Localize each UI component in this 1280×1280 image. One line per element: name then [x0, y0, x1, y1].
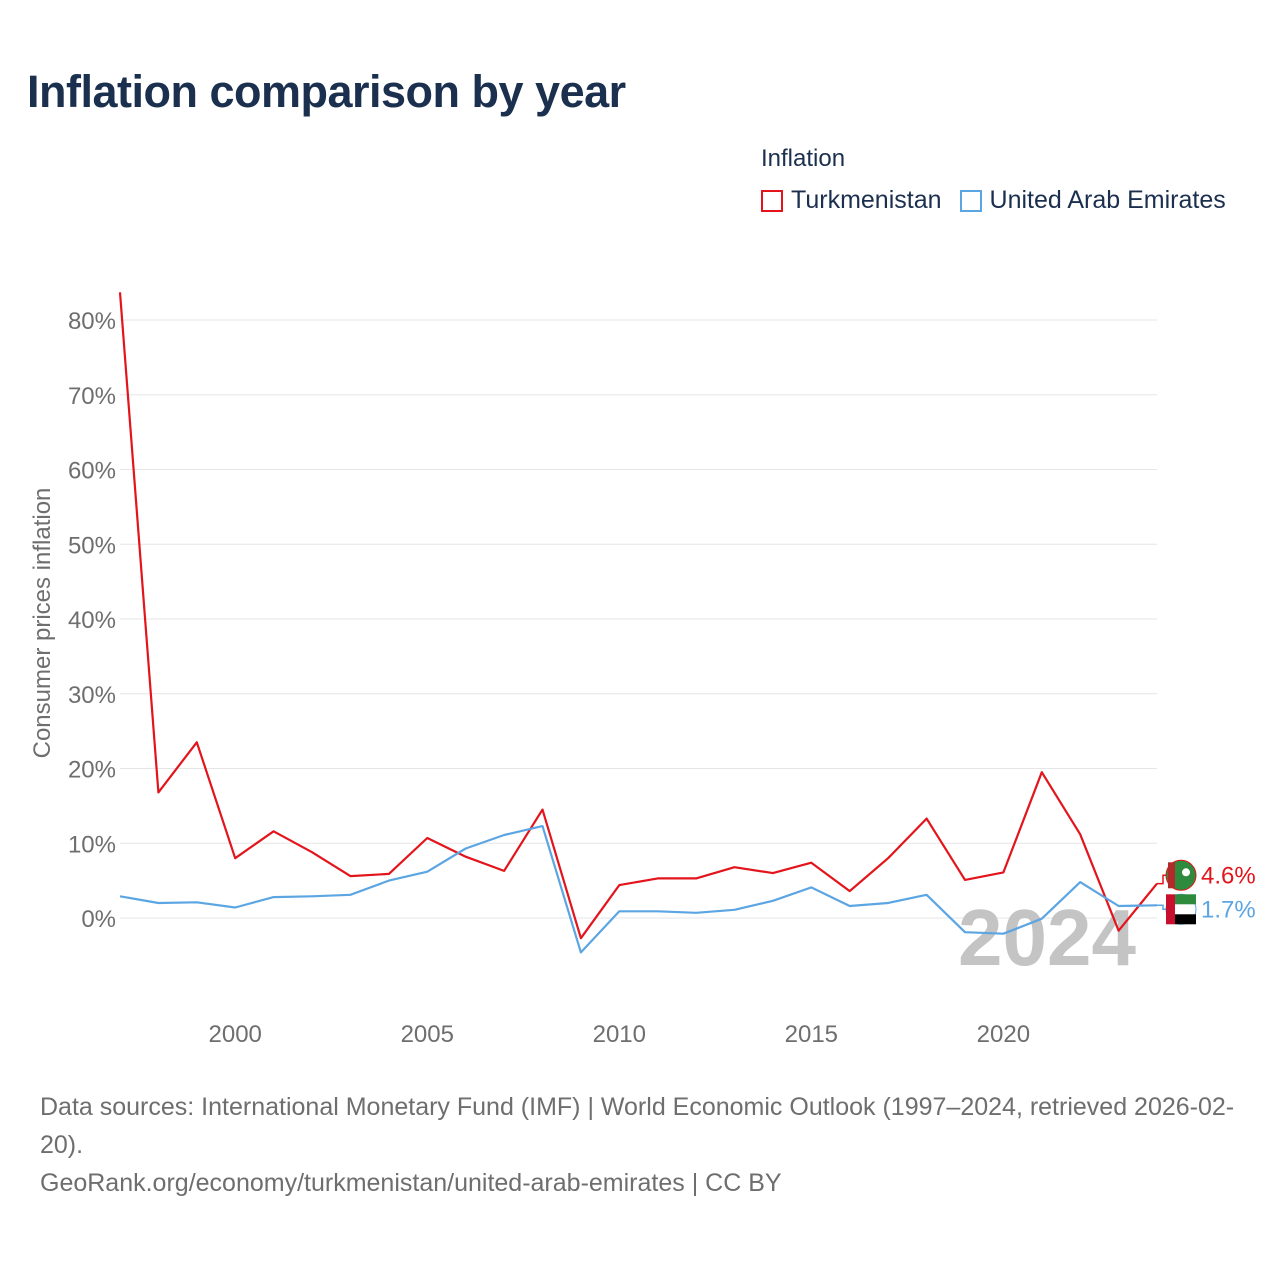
series-line-turkmenistan[interactable]	[118, 292, 1158, 940]
data-point-turkmenistan[interactable]	[655, 875, 661, 881]
legend-title: Inflation	[761, 145, 846, 172]
x-tick-label: 2020	[977, 1021, 1030, 1048]
data-point-turkmenistan[interactable]	[117, 289, 123, 295]
legend-item-uae[interactable]: United Arab Emirates	[959, 186, 1226, 215]
data-point-united-arab-emirates[interactable]	[424, 869, 430, 875]
data-point-turkmenistan[interactable]	[424, 835, 430, 841]
x-tick-label: 2010	[593, 1021, 646, 1048]
data-point-united-arab-emirates[interactable]	[271, 894, 277, 900]
data-point-united-arab-emirates[interactable]	[655, 908, 661, 914]
data-point-united-arab-emirates[interactable]	[693, 910, 699, 916]
flag-stripe	[1168, 862, 1175, 889]
end-value-label-united-arab-emirates: 1.7%	[1201, 896, 1256, 923]
credit-link[interactable]: GeoRank.org/economy/turkmenistan/united-…	[40, 1169, 782, 1197]
flag-stripe	[1175, 914, 1196, 925]
data-point-turkmenistan[interactable]	[847, 888, 853, 894]
data-point-united-arab-emirates[interactable]	[770, 898, 776, 904]
y-tick-label: 80%	[68, 308, 116, 335]
data-point-united-arab-emirates[interactable]	[386, 878, 392, 884]
data-point-united-arab-emirates[interactable]	[924, 892, 930, 898]
y-axis-ticks: 0% 10% 20% 30% 40% 50% 60% 70% 80%	[68, 308, 116, 933]
data-point-united-arab-emirates[interactable]	[1116, 903, 1122, 909]
data-point-united-arab-emirates[interactable]	[732, 907, 738, 913]
legend-item-turkmenistan[interactable]: Turkmenistan	[761, 186, 942, 215]
data-point-united-arab-emirates[interactable]	[155, 900, 161, 906]
data-point-turkmenistan[interactable]	[885, 855, 891, 861]
y-tick-label: 60%	[68, 458, 116, 485]
x-tick-label: 2015	[785, 1021, 838, 1048]
y-tick-label: 20%	[68, 757, 116, 784]
year-watermark: 2024	[958, 893, 1136, 982]
series-end-markers: 4.6% 1.7%	[1157, 859, 1256, 925]
data-point-united-arab-emirates[interactable]	[117, 893, 123, 899]
data-point-turkmenistan[interactable]	[232, 855, 238, 861]
legend-swatch-uae	[959, 189, 982, 212]
data-point-united-arab-emirates[interactable]	[1077, 879, 1083, 885]
data-point-turkmenistan[interactable]	[962, 877, 968, 883]
legend-swatch-turkmenistan	[761, 189, 783, 212]
data-point-turkmenistan[interactable]	[616, 882, 622, 888]
data-point-turkmenistan[interactable]	[578, 935, 584, 941]
chart-title: Inflation comparison by year	[27, 66, 626, 117]
data-point-turkmenistan[interactable]	[924, 816, 930, 822]
data-point-turkmenistan[interactable]	[693, 875, 699, 881]
data-point-turkmenistan[interactable]	[501, 868, 507, 874]
data-point-turkmenistan[interactable]	[155, 789, 161, 795]
data-point-united-arab-emirates[interactable]	[1039, 916, 1045, 922]
data-point-turkmenistan[interactable]	[1000, 869, 1006, 875]
data-point-turkmenistan[interactable]	[1116, 928, 1122, 934]
data-point-turkmenistan[interactable]	[386, 871, 392, 877]
data-point-united-arab-emirates[interactable]	[539, 823, 545, 829]
line-chart: 0%10%20%30%40%50%60%70%80% 2000 2005 2010 2…	[29, 289, 1256, 1048]
data-point-united-arab-emirates[interactable]	[578, 949, 584, 955]
data-point-united-arab-emirates[interactable]	[1000, 931, 1006, 937]
y-tick-label: 30%	[68, 682, 116, 709]
y-tick-label: 50%	[68, 532, 116, 559]
y-tick-label: 10%	[68, 831, 116, 858]
data-point-united-arab-emirates[interactable]	[463, 845, 469, 851]
legend-label-turkmenistan: Turkmenistan	[791, 186, 942, 214]
data-point-united-arab-emirates[interactable]	[616, 908, 622, 914]
data-point-turkmenistan[interactable]	[194, 739, 200, 745]
series-line-united-arab-emirates[interactable]	[119, 824, 1158, 954]
end-value-label-turkmenistan: 4.6%	[1201, 862, 1256, 889]
data-point-turkmenistan[interactable]	[732, 864, 738, 870]
data-point-turkmenistan[interactable]	[1039, 769, 1045, 775]
y-tick-label: 40%	[68, 607, 116, 634]
data-point-united-arab-emirates[interactable]	[501, 832, 507, 838]
legend: Turkmenistan United Arab Emirates	[761, 186, 1244, 215]
data-point-united-arab-emirates[interactable]	[309, 893, 315, 899]
data-point-turkmenistan[interactable]	[1077, 831, 1083, 837]
data-point-united-arab-emirates[interactable]	[347, 892, 353, 898]
data-point-united-arab-emirates[interactable]	[808, 884, 814, 890]
data-point-united-arab-emirates[interactable]	[194, 899, 200, 905]
flag-crescent	[1182, 868, 1190, 877]
y-tick-label: 0%	[81, 906, 116, 933]
x-tick-label: 2000	[209, 1021, 262, 1048]
data-point-united-arab-emirates[interactable]	[847, 903, 853, 909]
flag-stripe	[1166, 894, 1175, 925]
data-point-united-arab-emirates[interactable]	[885, 900, 891, 906]
x-axis-ticks: 2000 2005 2010 2015 2020	[209, 1021, 1031, 1048]
y-axis-label: Consumer prices inflation	[29, 488, 56, 759]
data-point-turkmenistan[interactable]	[770, 870, 776, 876]
grid-lines	[120, 319, 1157, 919]
data-point-turkmenistan[interactable]	[309, 849, 315, 855]
data-sources: Data sources: International Monetary Fun…	[40, 1093, 1235, 1159]
footer: Data sources: International Monetary Fun…	[40, 1088, 1250, 1202]
x-tick-label: 2005	[401, 1021, 454, 1048]
legend-label-uae: United Arab Emirates	[989, 186, 1226, 214]
data-point-turkmenistan[interactable]	[271, 828, 277, 834]
flag-stripe	[1175, 894, 1196, 905]
data-point-turkmenistan[interactable]	[539, 807, 545, 813]
y-tick-label: 70%	[68, 383, 116, 410]
series-lines	[117, 289, 1158, 955]
data-point-turkmenistan[interactable]	[808, 860, 814, 866]
data-point-united-arab-emirates[interactable]	[962, 929, 968, 935]
data-point-united-arab-emirates[interactable]	[232, 905, 238, 911]
data-point-turkmenistan[interactable]	[463, 854, 469, 860]
data-point-turkmenistan[interactable]	[347, 873, 353, 879]
